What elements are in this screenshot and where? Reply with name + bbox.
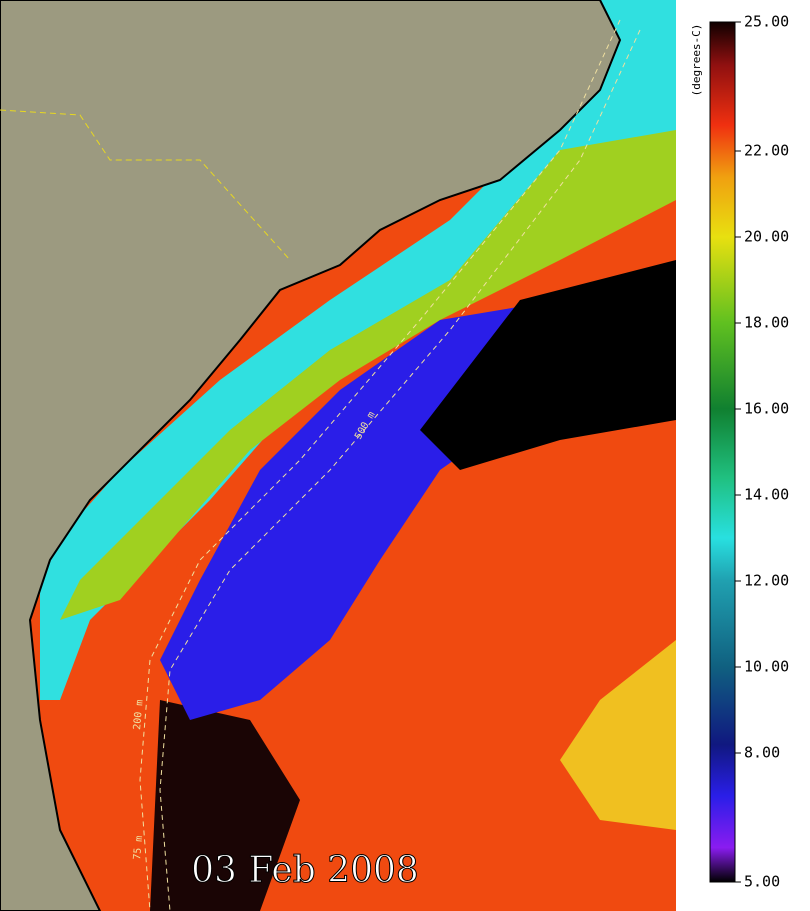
isobath-line xyxy=(159,29,641,911)
colorbar: (degrees-C) 25.00 22.00 20.00 18.00 16.00 14.… xyxy=(690,13,789,891)
colorbar-tick-label: 5.00 xyxy=(744,873,780,891)
isobath-line xyxy=(139,19,621,911)
colorbar-tick-label: 14.00 xyxy=(744,486,789,504)
map: 500 m 200 m 75 m 03 Feb 2008 xyxy=(0,0,676,911)
date-label: 03 Feb 2008 xyxy=(191,850,419,891)
colorbar-tick-label: 8.00 xyxy=(744,744,780,762)
colorbar-tick-label: 25.00 xyxy=(744,13,789,31)
dark-patch xyxy=(150,700,300,911)
isobath-label: 75 m xyxy=(132,835,145,860)
mid-band xyxy=(60,130,676,620)
warm-patch xyxy=(560,640,676,830)
cloud-region xyxy=(420,260,676,470)
isobath-label: 200 m xyxy=(132,699,146,730)
colorbar-tick-label: 20.00 xyxy=(744,228,789,246)
colorbar-ramp xyxy=(709,21,736,883)
colorbar-tick-label: 18.00 xyxy=(744,314,789,332)
colorbar-label: (degrees-C) xyxy=(690,24,703,97)
colorbar-tick-label: 10.00 xyxy=(744,658,789,676)
colorbar-tick-label: 22.00 xyxy=(744,142,789,160)
land xyxy=(0,0,622,911)
state-border xyxy=(0,109,291,261)
colorbar-tick-label: 12.00 xyxy=(744,572,789,590)
colorbar-tick-label: 16.00 xyxy=(744,400,789,418)
